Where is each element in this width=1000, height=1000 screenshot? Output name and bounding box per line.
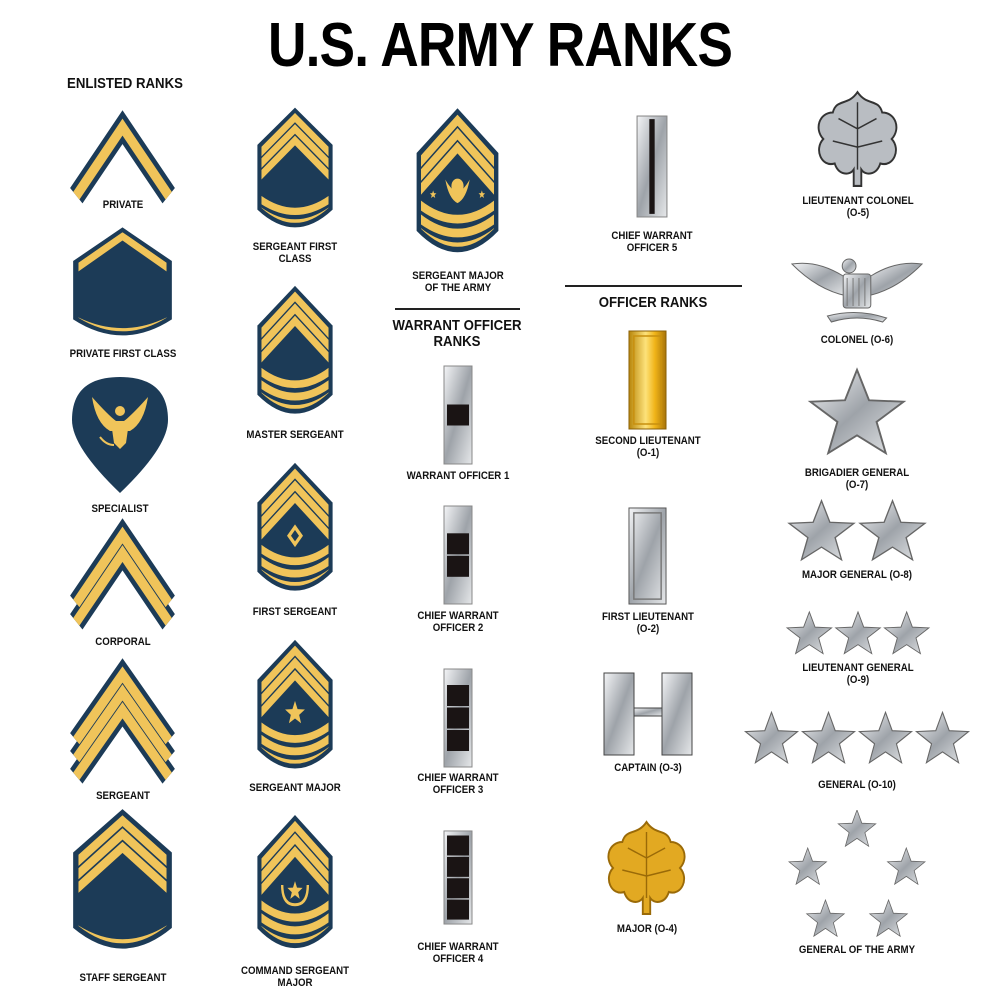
specialist-label: SPECIALIST — [91, 503, 149, 515]
star-icon — [805, 898, 846, 938]
staff-sergeant-label: STAFF SERGEANT — [79, 972, 166, 984]
square-mark — [447, 835, 469, 856]
first-lieutenant-o-2-label: FIRST LIEUTENANT (O-2) — [601, 611, 694, 635]
captain-o-3-label: CAPTAIN (O-3) — [614, 762, 682, 774]
captain-o-3-insignia-icon — [603, 672, 693, 756]
major-general-o-8-insignia-icon — [786, 498, 928, 566]
sergeant-first-class-label: SERGEANT FIRST CLASS — [252, 241, 338, 265]
colonel-o-6-insignia-icon — [788, 256, 926, 326]
chief-warrant-officer-3-insignia-icon — [443, 668, 473, 768]
sergeant-major-of-the-army-label: SERGEANT MAJOR OF THE ARMY — [411, 270, 504, 294]
colonel-o-6-label: COLONEL (O-6) — [820, 334, 894, 346]
sergeant-insignia-icon — [70, 658, 175, 790]
star-icon — [837, 810, 877, 848]
square-mark — [447, 685, 469, 706]
star-icon — [743, 710, 800, 764]
command-sergeant-major-label: COMMAND SERGEANT MAJOR — [240, 965, 350, 989]
officer-divider — [565, 285, 742, 287]
warrant-ranks-heading: WARRANT OFFICER RANKS — [392, 317, 522, 350]
private-label: PRIVATE — [102, 199, 143, 211]
lieutenant-general-o-9-label: LIEUTENANT GENERAL (O-9) — [802, 662, 914, 686]
chief-warrant-officer-2-insignia-icon — [443, 505, 473, 605]
star-icon — [785, 610, 833, 655]
sergeant-major-of-the-army-insignia-icon — [414, 105, 501, 265]
private-first-class-insignia-icon — [70, 225, 175, 345]
lieutenant-general-o-9-insignia-icon — [785, 610, 931, 658]
lieutenant-colonel-o-5-label: LIEUTENANT COLONEL (O-5) — [801, 195, 914, 219]
general-of-the-army-insignia-icon — [788, 810, 926, 942]
officer-ranks-heading: OFFICER RANKS — [598, 294, 708, 311]
chief-warrant-officer-5-label: CHIEF WARRANT OFFICER 5 — [611, 230, 693, 254]
second-lieutenant-o-1-label: SECOND LIEUTENANT (O-1) — [594, 435, 701, 459]
sergeant-major-label: SERGEANT MAJOR — [249, 782, 341, 794]
star-icon — [886, 846, 926, 886]
first-sergeant-label: FIRST SERGEANT — [252, 606, 338, 618]
general-o-10-insignia-icon — [743, 710, 971, 768]
general-of-the-army-label: GENERAL OF THE ARMY — [798, 944, 916, 956]
sergeant-major-insignia-icon — [255, 637, 335, 780]
staff-sergeant-insignia-icon — [70, 806, 175, 961]
chief-warrant-officer-3-label: CHIEF WARRANT OFFICER 3 — [417, 772, 499, 796]
master-sergeant-insignia-icon — [255, 283, 335, 425]
warrant-officer-1-label: WARRANT OFFICER 1 — [406, 470, 510, 482]
chief-warrant-officer-4-insignia-icon — [443, 830, 473, 925]
major-general-o-8-label: MAJOR GENERAL (O-8) — [801, 569, 913, 581]
star-icon — [287, 881, 303, 899]
eagle-icon — [92, 397, 148, 449]
star-icon — [868, 898, 909, 938]
star-icon — [857, 710, 914, 764]
square-mark — [447, 730, 469, 751]
brigadier-general-o-7-label: BRIGADIER GENERAL (O-7) — [804, 467, 910, 491]
square-mark — [447, 555, 469, 577]
wreath-icon — [281, 884, 309, 907]
star-icon — [807, 367, 907, 456]
star-icon — [788, 846, 828, 886]
star-icon — [285, 700, 305, 724]
star-icon — [800, 710, 857, 764]
sergeant-first-class-insignia-icon — [255, 105, 335, 238]
private-insignia-icon — [70, 110, 175, 210]
warrant-divider — [395, 308, 520, 310]
command-sergeant-major-insignia-icon — [255, 812, 335, 960]
star-icon — [834, 610, 882, 655]
first-sergeant-insignia-icon — [255, 460, 335, 602]
star-icon — [914, 710, 971, 764]
square-mark — [447, 533, 469, 555]
chief-warrant-officer-2-label: CHIEF WARRANT OFFICER 2 — [417, 610, 499, 634]
sergeant-label: SERGEANT — [95, 790, 150, 802]
chief-warrant-officer-4-label: CHIEF WARRANT OFFICER 4 — [417, 941, 499, 965]
general-o-10-label: GENERAL (O-10) — [818, 779, 896, 791]
warrant-officer-1-insignia-icon — [443, 365, 473, 465]
brigadier-general-o-7-insignia-icon — [806, 366, 908, 462]
major-o-4-label: MAJOR (O-4) — [616, 923, 677, 935]
square-mark — [447, 899, 469, 920]
major-o-4-insignia-icon — [600, 818, 693, 918]
star-icon — [858, 498, 927, 562]
master-sergeant-label: MASTER SERGEANT — [246, 429, 344, 441]
second-lieutenant-o-1-insignia-icon — [628, 330, 667, 430]
eagle-icon — [445, 178, 470, 204]
square-mark — [447, 404, 469, 426]
corporal-insignia-icon — [70, 518, 175, 636]
square-mark — [447, 707, 469, 729]
square-mark — [447, 856, 469, 877]
enlisted-ranks-heading: ENLISTED RANKS — [67, 75, 183, 92]
star-icon — [787, 498, 856, 562]
first-lieutenant-o-2-insignia-icon — [628, 507, 667, 605]
corporal-label: CORPORAL — [94, 636, 151, 648]
private-first-class-label: PRIVATE FIRST CLASS — [69, 348, 176, 360]
page-title: U.S. ARMY RANKS — [267, 11, 733, 80]
specialist-insignia-icon — [70, 375, 170, 495]
lieutenant-colonel-o-5-insignia-icon — [810, 88, 905, 190]
square-mark — [447, 878, 469, 899]
star-icon — [883, 610, 931, 655]
chief-warrant-officer-5-insignia-icon — [636, 115, 668, 218]
